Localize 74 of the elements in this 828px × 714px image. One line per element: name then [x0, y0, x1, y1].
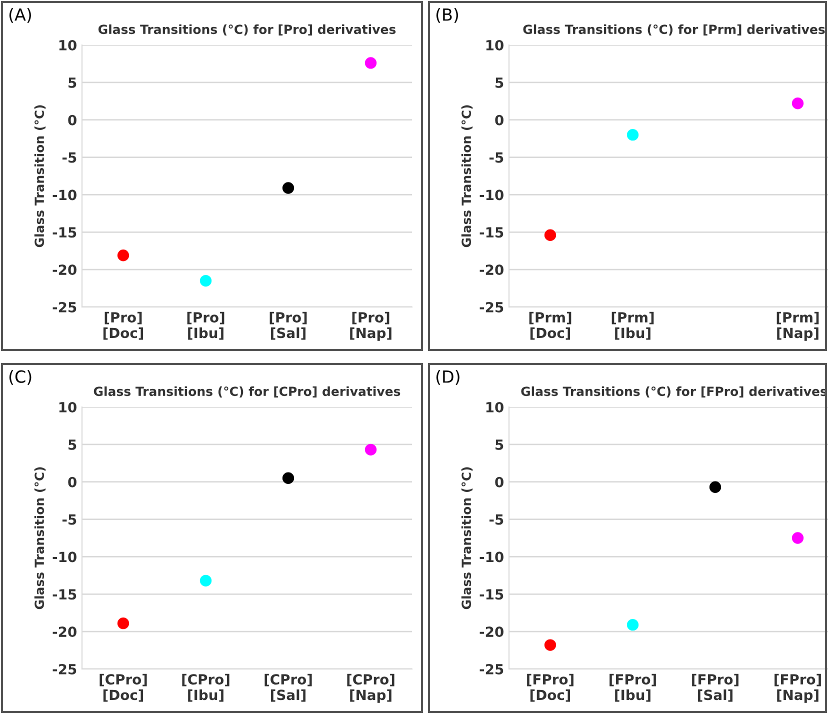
point [117, 617, 130, 630]
x-tick-label: [FPro] [Nap] [774, 674, 821, 703]
point [282, 182, 294, 194]
y-tick-label: 10 [59, 40, 76, 50]
point [200, 274, 212, 287]
chart-title: Glass Transitions (°C) for [Prm] derivatives [523, 24, 825, 36]
y-tick-label: -10 [52, 552, 76, 562]
x-tick-label: [Pro] [Doc] [103, 312, 144, 340]
chart-title: Glass Transitions (°C) for [Pro] derivatives [98, 24, 396, 36]
point [544, 639, 556, 651]
x-tick-label: [CPro] [Sal] [264, 674, 312, 702]
chart-title: Glass Transitions (°C) for [FPro] derivatives [521, 386, 827, 398]
x-tick-label: [CPro] [Doc] [100, 674, 147, 702]
point [117, 250, 130, 262]
x-tick-label: [CPro] [Ibu] [182, 674, 230, 702]
y-tick-label: -20 [52, 264, 76, 276]
y-tick-label: -10 [52, 190, 76, 200]
x-tick-label: [FPro] [Ibu] [610, 674, 656, 702]
point [709, 481, 722, 493]
point [282, 472, 294, 484]
point [626, 128, 639, 141]
y-tick-label: -15 [480, 589, 504, 600]
y-tick-label: -20 [480, 626, 504, 638]
x-tick-label: [FPro] [Sal] [692, 674, 738, 702]
point [364, 57, 377, 69]
x-tick-label: [Pro] [Nap] [350, 312, 392, 341]
x-tick-label: [CPro] [Nap] [347, 674, 394, 703]
text: (C) [9, 370, 32, 385]
y-tick-label: 10 [486, 402, 504, 412]
x-tick-label: [FPro] [Doc] [527, 674, 574, 702]
y-tick-label: 10 [486, 40, 504, 50]
text: (B) [436, 8, 458, 23]
y-tick-label: 0 [68, 476, 76, 488]
y-axis-title: Glass Transition (°C) [461, 467, 473, 610]
y-tick-label: 0 [495, 476, 504, 488]
y-axis-title: Glass Transition (°C) [34, 467, 46, 610]
x-tick-label: [Pro] [Sal] [270, 312, 307, 340]
text: (D) [436, 370, 460, 385]
y-tick-label: 5 [68, 78, 76, 88]
y-tick-label: 10 [59, 402, 76, 412]
y-tick-label: -5 [489, 514, 504, 525]
y-tick-label: -15 [52, 589, 76, 600]
y-tick-label: 5 [496, 440, 504, 450]
y-tick-label: -25 [480, 302, 504, 312]
y-axis-title: Glass Transition (°C) [461, 105, 473, 248]
point [364, 444, 377, 456]
y-tick-label: -20 [52, 626, 76, 638]
y-tick-label: 5 [68, 440, 76, 450]
y-tick-label: -25 [52, 302, 76, 312]
y-tick-label: -5 [489, 152, 504, 163]
point [792, 98, 804, 110]
y-axis-title: Glass Transition (°C) [34, 105, 46, 248]
x-tick-label: [Prm] [Ibu] [612, 312, 654, 340]
y-tick-label: 0 [68, 114, 76, 126]
chart-title: Glass Transitions (°C) for [CPro] derivatives [94, 386, 400, 398]
y-tick-label: 0 [495, 114, 504, 126]
y-tick-label: -25 [480, 664, 504, 674]
y-tick-label: -10 [480, 190, 504, 200]
y-tick-label: -20 [480, 264, 504, 276]
point [200, 574, 212, 587]
point [626, 618, 639, 631]
y-tick-label: -15 [480, 227, 504, 238]
y-tick-label: -5 [62, 514, 76, 525]
y-tick-label: 5 [496, 78, 504, 88]
y-tick-label: -10 [480, 552, 504, 562]
x-tick-label: [Pro] [Ibu] [187, 312, 224, 340]
point [792, 532, 804, 544]
y-tick-label: -5 [62, 152, 76, 163]
point [544, 229, 556, 241]
x-tick-label: [Prm] [Nap] [776, 312, 819, 341]
y-tick-label: -25 [52, 664, 76, 674]
text: (A) [9, 8, 31, 23]
y-tick-label: -15 [52, 227, 76, 238]
x-tick-label: [Prm] [Doc] [529, 312, 572, 340]
